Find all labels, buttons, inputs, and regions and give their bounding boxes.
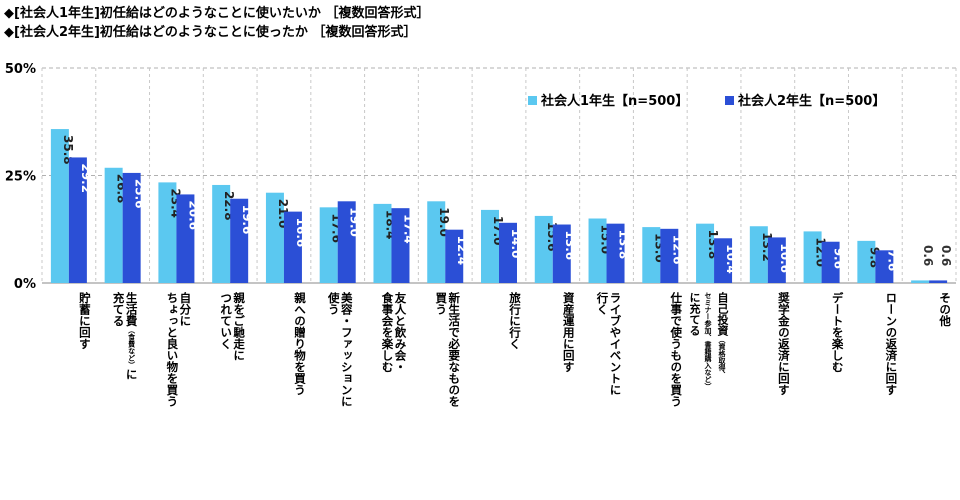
- bar: [821, 241, 840, 283]
- legend-swatch: [528, 96, 537, 105]
- x-tick-label: 自己投資（資格取得、 セミナー参加、書籍購入など） に充てる: [688, 292, 730, 390]
- bar: [749, 226, 768, 283]
- bar: [875, 250, 894, 283]
- legend-swatch: [725, 96, 734, 105]
- bar: [588, 218, 607, 283]
- bar: [660, 228, 679, 283]
- bar: [337, 201, 356, 283]
- bar: [212, 184, 231, 283]
- data-label: 19.6: [240, 205, 254, 235]
- data-label: 0.6: [921, 245, 935, 266]
- data-label: 12.4: [455, 236, 469, 266]
- x-tick-label: 仕事で使うものを買う: [669, 292, 684, 407]
- x-tick-label: ライブやイベントに 行く: [595, 292, 623, 396]
- x-tick-label: 友人と飲み会・ 食事会を楽しむ: [380, 292, 408, 373]
- x-tick-label: 美容・ファッションに 使う: [326, 292, 354, 407]
- x-tick-label: 自分に ちょっと良い物を買う: [165, 292, 193, 407]
- x-tick-label: ローンの返済に回す: [884, 292, 899, 396]
- x-tick-label: 新生活で必要なものを 買う: [434, 292, 462, 407]
- x-tick-label: 奨学金の返済に回す: [776, 292, 791, 396]
- bar: [552, 224, 571, 283]
- data-label: 12.6: [670, 235, 684, 265]
- chart-title-1: ◆[社会人1年生]初任給はどのようなことに使いたいか ［複数回答形式］: [4, 6, 430, 21]
- x-tick-label: 親をご馳走に つれていく: [219, 292, 247, 361]
- bar: [319, 207, 338, 283]
- bar: [391, 208, 410, 283]
- data-label: 14.0: [509, 229, 523, 259]
- bar: [767, 237, 786, 283]
- bar: [696, 223, 715, 283]
- data-label: 17.4: [401, 214, 415, 244]
- bar: [104, 167, 123, 283]
- bar: [534, 215, 553, 283]
- bar: [445, 229, 464, 283]
- bar: [803, 231, 822, 283]
- data-label: 0.6: [939, 245, 953, 266]
- bar: [176, 194, 195, 283]
- bar: [283, 211, 302, 283]
- x-tick-label: 親への贈り物を買う: [292, 292, 307, 396]
- data-label: 20.6: [186, 200, 200, 230]
- y-tick-label: 25%: [5, 170, 36, 185]
- data-label: 9.6: [832, 248, 846, 269]
- data-label: 13.8: [617, 230, 631, 260]
- legend-label: 社会人1年生【n=500】: [540, 93, 688, 109]
- bar: [499, 222, 517, 283]
- data-label: 16.6: [294, 218, 308, 248]
- data-label: 10.6: [778, 243, 792, 273]
- bar: [857, 240, 876, 283]
- data-label: 10.4: [724, 244, 738, 274]
- bar: [230, 198, 249, 283]
- bar: [265, 192, 284, 283]
- bar: [714, 238, 733, 283]
- bar: [158, 182, 177, 283]
- bar: [929, 280, 948, 283]
- bar: [68, 157, 87, 283]
- data-label: 13.6: [563, 231, 577, 261]
- x-tick-label: 旅行に行く: [508, 292, 522, 350]
- data-label: 35.8: [61, 135, 75, 165]
- y-tick-label: 0%: [14, 277, 36, 292]
- legend-label: 社会人2年生【n=500】: [737, 93, 885, 109]
- bar: [427, 201, 446, 283]
- x-tick-label: 資産運用に回す: [561, 292, 576, 373]
- bar: [642, 227, 661, 283]
- bar: [50, 129, 69, 283]
- bar: [122, 172, 141, 283]
- data-label: 25.6: [133, 179, 147, 209]
- y-tick-label: 50%: [5, 62, 36, 77]
- x-tick-label: その他: [938, 292, 953, 327]
- data-label: 7.6: [885, 250, 899, 271]
- bar: [481, 209, 499, 283]
- x-tick-label: 生活費（食費など）に 充てる: [111, 292, 139, 380]
- data-label: 19.0: [437, 207, 451, 237]
- x-tick-label: デートを楽しむ: [830, 292, 845, 373]
- x-tick-label: 貯蓄に回す: [77, 292, 92, 350]
- bar: [606, 223, 625, 283]
- data-label: 29.2: [79, 163, 93, 193]
- chart-title-2: ◆[社会人2年生]初任給はどのようなことに使ったか ［複数回答形式］: [4, 25, 417, 40]
- bar: [373, 203, 392, 283]
- data-label: 19.0: [348, 207, 362, 237]
- bar: [911, 280, 930, 283]
